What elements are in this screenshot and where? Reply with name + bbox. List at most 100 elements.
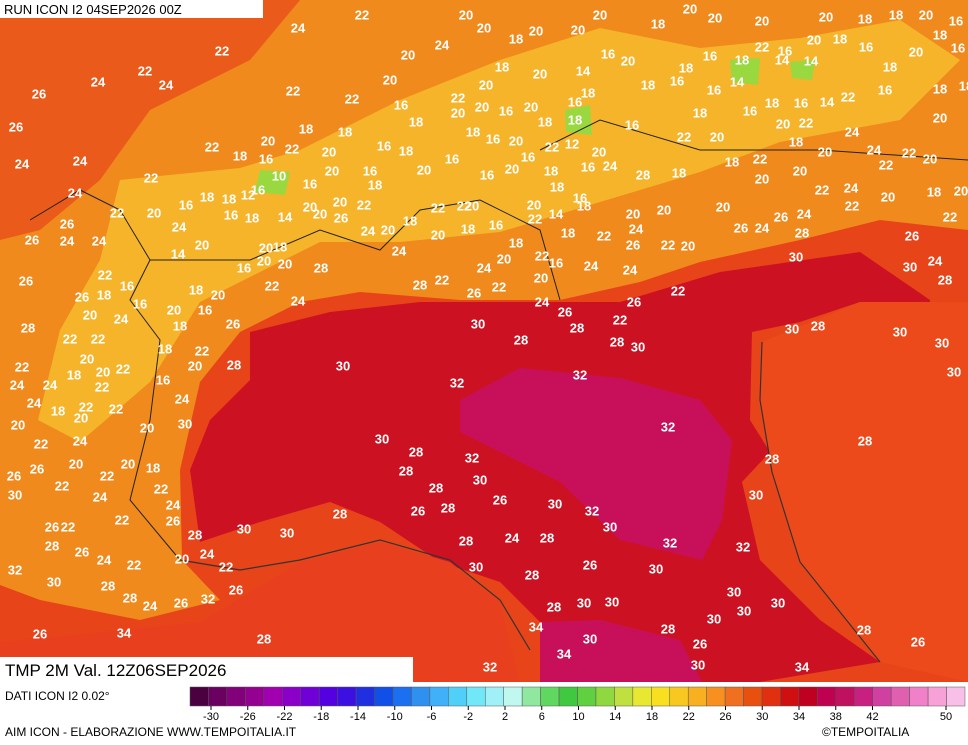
temperature-label: 20 [451,105,465,120]
temperature-label: 22 [431,200,445,215]
temperature-label: 20 [74,410,88,425]
temperature-label: 20 [954,183,968,198]
colorbar-tick-label: -6 [427,711,437,723]
color-swatch [503,686,523,707]
temperature-label: 34 [529,619,544,634]
temperature-label: 28 [409,444,423,459]
header-box [0,0,263,18]
temperature-label: 22 [815,182,829,197]
color-swatch [780,686,800,707]
colorbar-tick-label: 38 [830,711,842,723]
temperature-label: 28 [514,332,528,347]
temperature-label: 20 [592,144,606,159]
temperature-label: 22 [219,559,233,574]
temperature-label: 18 [577,198,591,213]
color-swatch [226,686,246,707]
temperature-label: 28 [540,530,554,545]
temperature-label: 32 [8,562,22,577]
color-swatch [909,686,929,707]
temperature-label: 20 [477,20,491,35]
color-swatch [558,686,578,707]
temperature-label: 20 [313,206,327,221]
temperature-label: 30 [375,431,389,446]
temperature-label: 16 [549,255,563,270]
color-swatch [392,686,412,707]
temperature-label: 26 [25,232,39,247]
temperature-label: 20 [322,144,336,159]
temperature-label: 20 [683,1,697,16]
temperature-label: 18 [927,184,941,199]
temperature-label: 20 [257,253,271,268]
temperature-label: 20 [529,23,543,38]
temperature-label: 26 [33,626,47,641]
temperature-label: 34 [557,646,572,661]
temperature-label: 16 [133,296,147,311]
temperature-label: 28 [333,506,347,521]
temperature-label: 18 [959,78,968,93]
temperature-label: 32 [585,503,599,518]
color-swatch [189,686,209,707]
temperature-label: 24 [73,153,88,168]
temperature-label: 30 [691,657,705,672]
source: DATI ICON I2 0.02° [5,689,110,703]
temperature-label: 16 [156,372,170,387]
colorbar-tick-label: -14 [350,711,366,723]
color-swatch [595,686,615,707]
temperature-label: 20 [923,151,937,166]
temperature-label: 20 [793,163,807,178]
temperature-label: 20 [459,7,473,22]
temperature-label: 22 [63,331,77,346]
colorbar-tick-label: -22 [277,711,293,723]
temperature-label: 22 [98,267,112,282]
colorbar: -30 -26 -22 -18 -14 -10 -6 -2 2 6 10 14 18 22 26 30 34 38… [189,686,966,723]
temperature-label: 20 [818,144,832,159]
temperature-label: 20 [593,7,607,22]
temperature-label: 22 [100,468,114,483]
color-swatch [540,686,560,707]
temperature-label: 26 [75,544,89,559]
temperature-label: 20 [909,44,923,59]
field-title: TMP 2M Val. 12Z06SEP2026 [5,661,226,680]
temperature-label: 22 [671,283,685,298]
colorbar-tick-label: 26 [719,711,731,723]
colorbar-tick-label: 34 [793,711,805,723]
temperature-label: 24 [867,142,882,157]
temperature-label: 24 [755,220,770,235]
temperature-label: 22 [91,331,105,346]
temperature-label: 26 [60,216,74,231]
temperature-label: 12 [241,187,255,202]
color-swatch [835,686,855,707]
color-swatch [854,686,873,707]
temperature-label: 24 [477,260,492,275]
temperature-label: 16 [859,39,873,54]
temperature-label: 24 [797,206,812,221]
temperature-label: 16 [794,95,808,110]
temperature-label: 24 [603,158,618,173]
colorbar-tick-label: 14 [609,711,621,723]
temperature-label: 16 [486,131,500,146]
temperature-label: 28 [570,320,584,335]
temperature-label: 18 [889,7,903,22]
temperature-label: 16 [251,182,265,197]
temperature-label: 22 [154,481,168,496]
temperature-label: 20 [626,206,640,221]
temperature-label: 18 [651,16,665,31]
temperature-label: 16 [568,94,582,109]
color-swatch [337,686,357,707]
temperature-label: 20 [259,240,273,255]
temperature-label: 16 [878,82,892,97]
colorbar-tick-label: -26 [240,711,256,723]
temperature-label: 22 [205,139,219,154]
temperature-label: 24 [844,180,859,195]
temperature-label: 24 [143,598,158,613]
temperature-label: 24 [535,294,550,309]
temperature-label: 12 [565,136,579,151]
temperature-label: 16 [743,103,757,118]
temperature-label: 22 [61,519,75,534]
temperature-label: 18 [883,59,897,74]
temperature-label: 16 [445,151,459,166]
colorbar-tick-label: 50 [940,711,952,723]
temperature-label: 22 [265,278,279,293]
temperature-label: 30 [785,321,799,336]
